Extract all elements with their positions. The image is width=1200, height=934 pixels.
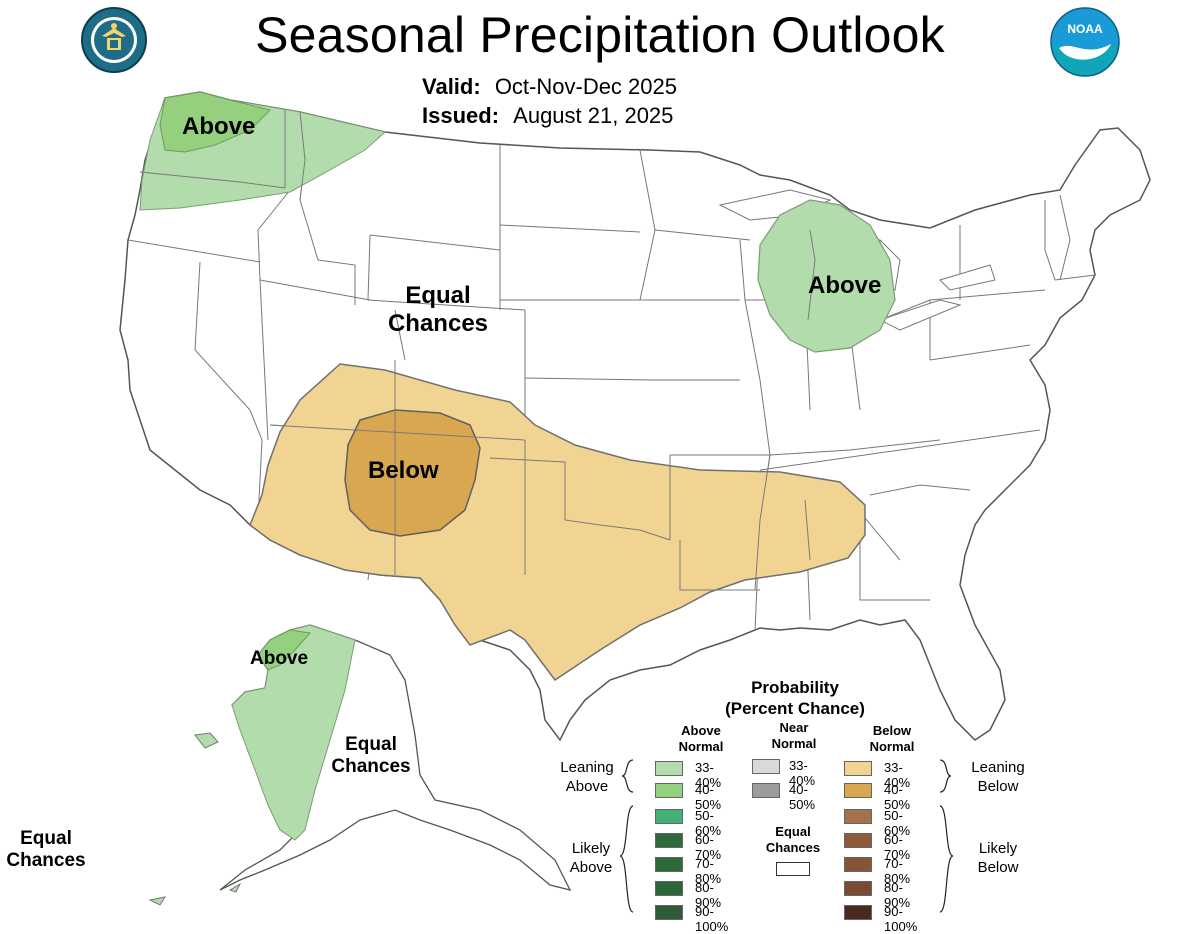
map-title: Seasonal Precipitation Outlook — [255, 7, 945, 63]
legend-title-line1: Probability — [751, 678, 839, 697]
legend-range: 70-80% — [884, 856, 911, 886]
legend-range: 40-50% — [789, 782, 816, 812]
region-above-pnw-strong — [159, 91, 271, 153]
legend-swatch — [844, 783, 872, 798]
legend-likely-below-line1: Likely — [978, 840, 1018, 857]
legend-range: 70-80% — [695, 856, 722, 886]
legend-title-line2: (Percent Chance) — [725, 699, 865, 719]
legend-swatch — [655, 761, 683, 776]
legend-range: 40-50% — [695, 782, 722, 812]
legend-range: 40-50% — [884, 782, 911, 812]
valid-value: Oct-Nov-Dec 2025 — [494, 74, 677, 99]
legend-swatch — [844, 833, 872, 848]
legend-swatch — [655, 809, 683, 824]
legend-below-head-line2: Normal — [869, 739, 915, 755]
legend-near-head-line2: Normal — [771, 736, 817, 752]
label-equal-chances-hawaii-line2: Chances — [6, 849, 86, 871]
legend-likely-above: Likely Above — [556, 840, 626, 878]
legend-swatch — [844, 809, 872, 824]
legend-equal-line1: Equal — [775, 824, 811, 839]
label-above-pnw: Above — [182, 113, 256, 140]
label-above-great-lakes: Above — [808, 272, 882, 299]
svg-text:NOAA: NOAA — [1067, 22, 1103, 36]
issued-label: Issued: — [422, 103, 500, 128]
legend-near-normal-head: Near Normal — [748, 720, 840, 753]
label-equal-chances-hawaii: Equal Chances — [0, 828, 92, 872]
label-below-four-corners: Below — [368, 457, 439, 484]
legend-below-normal-head: Below Normal — [846, 723, 938, 756]
legend-range: 33-40% — [789, 758, 816, 788]
legend-below-head-line1: Below — [872, 723, 912, 738]
legend-leaning-above-line1: Leaning — [560, 759, 614, 776]
legend-range: 80-90% — [695, 880, 722, 910]
legend-leaning-above-line2: Above — [565, 777, 609, 795]
legend-above-normal-head: Above Normal — [655, 723, 747, 756]
legend-swatch — [844, 905, 872, 920]
commerce-seal-icon — [81, 7, 147, 73]
legend-equal-chances-swatch — [776, 862, 810, 876]
legend-equal-chances: Equal Chances — [752, 824, 834, 857]
legend-swatch — [655, 783, 683, 798]
legend-range: 33-40% — [695, 760, 722, 790]
legend-title: Probability (Percent Chance) — [700, 677, 890, 720]
legend-range: 33-40% — [884, 760, 911, 790]
region-above-great-lakes — [757, 199, 896, 353]
legend-swatch — [655, 857, 683, 872]
label-equal-chances-central: Equal Chances — [370, 282, 506, 337]
label-equal-chances-central-line2: Chances — [387, 309, 489, 337]
label-equal-chances-alaska: Equal Chances — [316, 734, 426, 778]
legend-above-head-line2: Normal — [678, 739, 724, 755]
legend-range: 60-70% — [884, 832, 911, 862]
region-above-alaska-strong — [257, 629, 311, 671]
legend-leaning-above: Leaning Above — [552, 759, 622, 797]
legend-swatch — [655, 905, 683, 920]
valid-label: Valid: — [422, 74, 481, 99]
label-equal-chances-central-line1: Equal — [405, 282, 471, 309]
legend-range: 80-90% — [884, 880, 911, 910]
alaska-islands — [148, 732, 242, 906]
legend-leaning-below-line2: Below — [977, 777, 1019, 795]
legend-swatch — [844, 857, 872, 872]
legend-swatch — [844, 881, 872, 896]
legend-swatch — [655, 881, 683, 896]
region-below-strong — [344, 409, 481, 537]
legend-swatch — [844, 761, 872, 776]
legend-likely-above-line1: Likely — [571, 840, 611, 857]
issued-row: Issued: August 21, 2025 — [422, 103, 673, 129]
legend-range: 50-60% — [884, 808, 911, 838]
label-equal-chances-alaska-line2: Chances — [331, 755, 411, 777]
legend-swatch — [752, 783, 780, 798]
legend-equal-line2: Chances — [765, 840, 821, 856]
valid-row: Valid: Oct-Nov-Dec 2025 — [422, 74, 677, 100]
legend-swatch — [655, 833, 683, 848]
legend-leaning-below: Leaning Below — [962, 759, 1034, 797]
legend-brackets — [619, 759, 954, 913]
issued-value: August 21, 2025 — [513, 103, 674, 128]
label-equal-chances-hawaii-line1: Equal — [20, 828, 72, 849]
legend-likely-above-line2: Above — [569, 858, 613, 876]
label-above-alaska: Above — [250, 648, 309, 669]
label-equal-chances-alaska-line1: Equal — [345, 734, 397, 755]
legend-range: 60-70% — [695, 832, 722, 862]
noaa-logo-icon: NOAA — [1050, 7, 1120, 77]
legend-likely-below-line2: Below — [977, 858, 1019, 876]
legend-above-head-line1: Above — [681, 723, 721, 738]
legend-range: 90-100% — [695, 904, 729, 934]
legend-leaning-below-line1: Leaning — [971, 759, 1025, 776]
legend-range: 90-100% — [884, 904, 918, 934]
legend-near-head-line1: Near — [779, 720, 809, 735]
legend-range: 50-60% — [695, 808, 722, 838]
legend-swatch — [752, 759, 780, 774]
legend-likely-below: Likely Below — [962, 840, 1034, 878]
state-lines-overlay — [139, 110, 816, 591]
